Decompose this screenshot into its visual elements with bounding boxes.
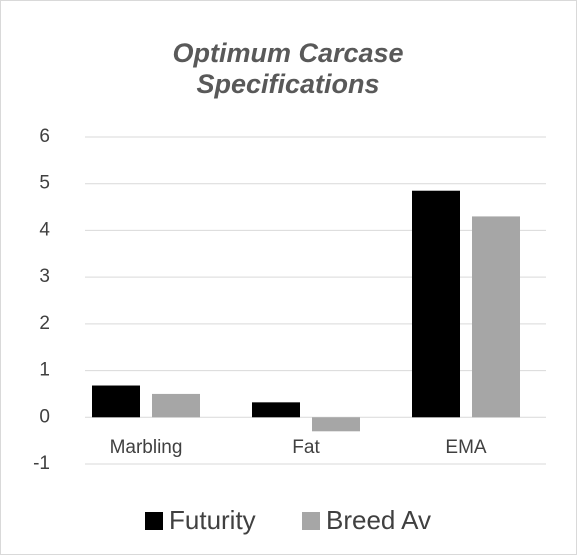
legend-label: Breed Av	[326, 505, 431, 535]
bar	[252, 402, 300, 418]
bar	[472, 216, 520, 418]
x-tick-label: Fat	[292, 437, 320, 458]
y-tick-label: 2	[39, 313, 50, 334]
bar	[412, 190, 460, 418]
y-tick-label: 4	[39, 219, 50, 240]
legend-swatch	[145, 512, 163, 530]
y-tick-label: 1	[39, 360, 50, 381]
chart-title: Optimum Carcase Specifications	[172, 38, 404, 99]
bar	[92, 385, 140, 418]
legend-label: Futurity	[169, 505, 256, 535]
x-tick-label: Marbling	[110, 437, 183, 458]
bar	[152, 393, 200, 418]
x-tick-label: EMA	[445, 437, 487, 458]
y-tick-label: 6	[39, 126, 50, 147]
y-tick-label: 3	[39, 266, 50, 287]
legend-swatch	[302, 512, 320, 530]
y-tick-label: 0	[39, 406, 50, 427]
bar	[312, 417, 360, 432]
y-tick-label: 5	[39, 173, 50, 194]
y-tick-label: -1	[33, 453, 50, 474]
